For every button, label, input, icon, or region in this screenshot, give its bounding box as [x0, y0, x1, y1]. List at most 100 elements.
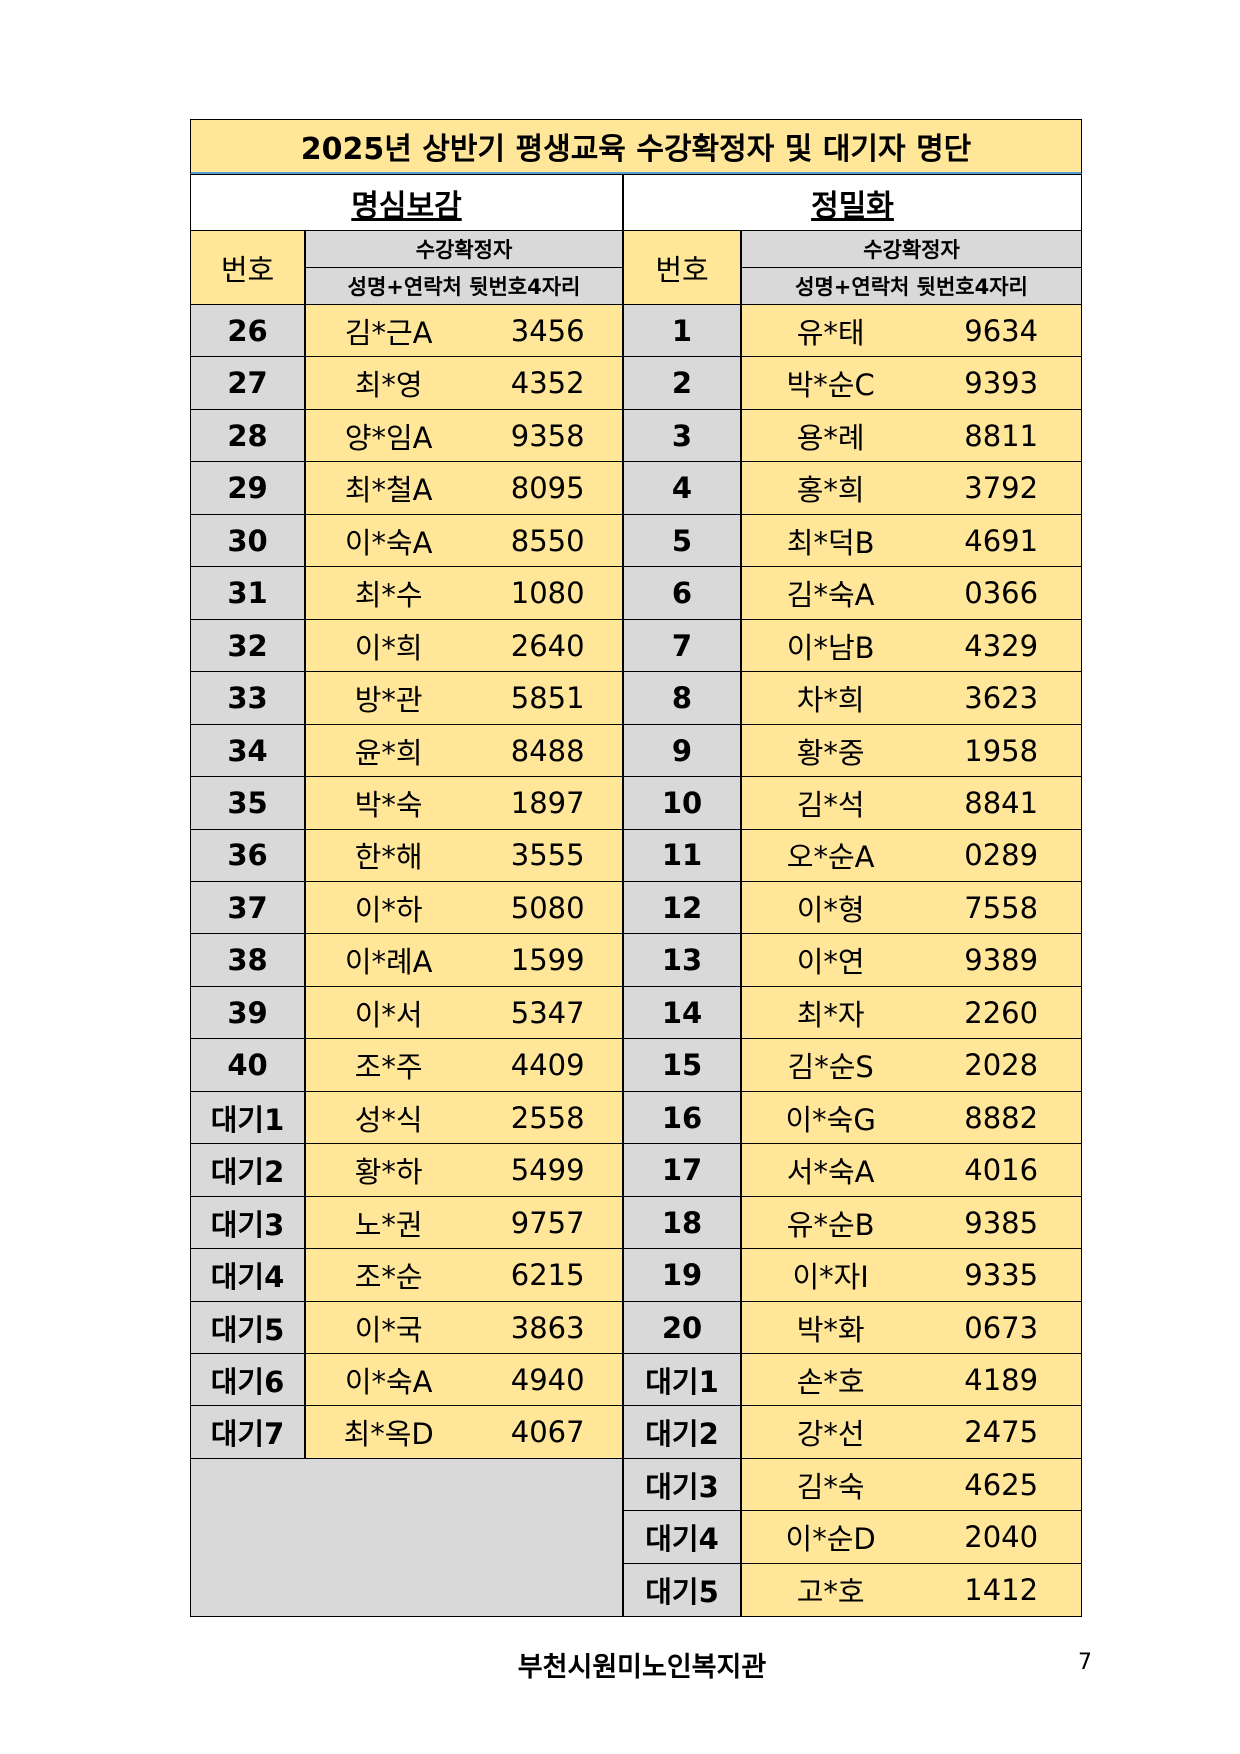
row-number: 대기6 — [190, 1353, 305, 1407]
phone-digits: 9335 — [964, 1258, 1039, 1293]
row-number: 13 — [661, 943, 703, 978]
person-name: 이*례A — [344, 945, 433, 980]
row-number: 28 — [190, 408, 305, 463]
row-number: 40 — [227, 1048, 268, 1083]
row-entry: 성*식 2558 — [305, 1090, 623, 1145]
row-number: 16 — [623, 1090, 741, 1145]
row-entry: 박*숙 1897 — [305, 776, 623, 830]
section-name: 명심보감 — [351, 189, 462, 224]
row-number: 37 — [227, 890, 268, 925]
row-entry: 이*숙A 8550 — [305, 513, 623, 568]
phone-digits: 1412 — [964, 1572, 1039, 1607]
phone-digits: 0289 — [964, 838, 1039, 873]
row-number: 35 — [227, 786, 268, 821]
row-number: 대기5 — [210, 1312, 285, 1347]
row-number: 7 — [623, 618, 741, 673]
person-name: 이*순D — [785, 1522, 876, 1557]
row-number: 33 — [190, 671, 305, 726]
row-number: 40 — [190, 1038, 305, 1093]
person-name: 최*덕B — [786, 525, 875, 560]
row-number: 39 — [227, 995, 268, 1030]
person-name: 조*주 — [354, 1050, 423, 1085]
phone-digits: 4352 — [510, 366, 585, 401]
row-number: 대기2 — [190, 1143, 305, 1198]
title: 2025년 상반기 평생교육 수강확정자 및 대기자 명단 — [300, 132, 972, 167]
row-number: 4 — [671, 471, 693, 506]
phone-digits: 2475 — [964, 1415, 1039, 1450]
header-no: 번호 — [623, 230, 741, 305]
person-name: 차*희 — [796, 683, 865, 718]
header-sub: 성명+연락처 뒷번호4자리 — [741, 267, 1082, 305]
row-number: 27 — [190, 356, 305, 411]
phone-digits: 1080 — [510, 576, 585, 611]
row-number: 18 — [661, 1205, 703, 1240]
row-number: 38 — [190, 933, 305, 988]
person-name: 방*관 — [354, 683, 423, 718]
phone-digits: 3863 — [510, 1310, 585, 1345]
row-number: 대기5 — [190, 1300, 305, 1355]
row-entry: 유*태 9634 — [741, 304, 1082, 358]
row-number: 대기2 — [210, 1155, 285, 1190]
row-number: 8 — [671, 681, 693, 716]
header-group: 수강확정자 — [415, 238, 513, 262]
header-sub: 성명+연락처 뒷번호4자리 — [795, 275, 1028, 299]
row-entry: 김*숙 4625 — [741, 1457, 1082, 1512]
row-number: 17 — [661, 1153, 703, 1188]
row-number: 38 — [227, 943, 268, 978]
person-name: 최*자 — [796, 997, 865, 1032]
row-number: 4 — [623, 461, 741, 516]
row-number: 31 — [227, 576, 268, 611]
row-number: 11 — [661, 838, 703, 873]
row-number: 33 — [227, 681, 268, 716]
row-number: 1 — [623, 304, 741, 358]
person-name: 이*국 — [354, 1312, 423, 1347]
row-entry: 홍*희 3792 — [741, 461, 1082, 516]
phone-digits: 8811 — [964, 418, 1039, 453]
row-number: 34 — [227, 733, 268, 768]
row-entry: 최*덕B 4691 — [741, 513, 1082, 568]
row-number: 대기7 — [190, 1405, 305, 1460]
row-entry: 황*하 5499 — [305, 1143, 623, 1198]
row-number: 대기1 — [645, 1364, 719, 1399]
row-entry: 최*철A 8095 — [305, 461, 623, 516]
phone-digits: 2028 — [964, 1048, 1039, 1083]
person-name: 윤*희 — [354, 735, 423, 770]
row-number: 대기3 — [190, 1195, 305, 1250]
phone-digits: 8488 — [510, 733, 585, 768]
row-entry: 노*권 9757 — [305, 1195, 623, 1250]
phone-digits: 2040 — [964, 1520, 1039, 1555]
phone-digits: 7558 — [964, 890, 1039, 925]
section-header: 정밀화 — [623, 174, 1082, 232]
phone-digits: 2558 — [510, 1100, 585, 1135]
phone-digits: 4409 — [510, 1048, 585, 1083]
person-name: 이*희 — [354, 630, 423, 665]
phone-digits: 9389 — [964, 943, 1039, 978]
row-number: 31 — [190, 566, 305, 621]
row-number: 대기2 — [645, 1417, 719, 1452]
person-name: 김*순S — [787, 1050, 874, 1085]
row-entry: 이*순D 2040 — [741, 1510, 1082, 1565]
row-number: 32 — [190, 618, 305, 673]
row-number: 7 — [671, 628, 693, 663]
row-entry: 한*해 3555 — [305, 828, 623, 883]
header-group: 수강확정자 — [305, 230, 623, 268]
row-entry: 박*화 0673 — [741, 1300, 1082, 1355]
row-entry: 김*숙A 0366 — [741, 566, 1082, 621]
row-entry: 고*호 1412 — [741, 1562, 1082, 1617]
row-number: 36 — [190, 828, 305, 883]
person-name: 유*태 — [796, 315, 865, 350]
row-number: 19 — [661, 1258, 703, 1293]
row-entry: 최*옥D 4067 — [305, 1405, 623, 1460]
row-entry: 방*관 5851 — [305, 671, 623, 726]
header-group: 수강확정자 — [863, 238, 960, 262]
row-number: 30 — [227, 523, 268, 558]
row-number: 대기3 — [210, 1207, 285, 1242]
row-number: 5 — [671, 523, 693, 558]
row-number: 대기4 — [645, 1522, 719, 1557]
phone-digits: 0673 — [964, 1310, 1039, 1345]
row-entry: 조*순 6215 — [305, 1248, 623, 1303]
row-number: 대기1 — [623, 1353, 741, 1407]
row-number: 대기5 — [623, 1562, 741, 1617]
person-name: 서*숙A — [786, 1155, 875, 1190]
section-name: 정밀화 — [811, 189, 894, 224]
